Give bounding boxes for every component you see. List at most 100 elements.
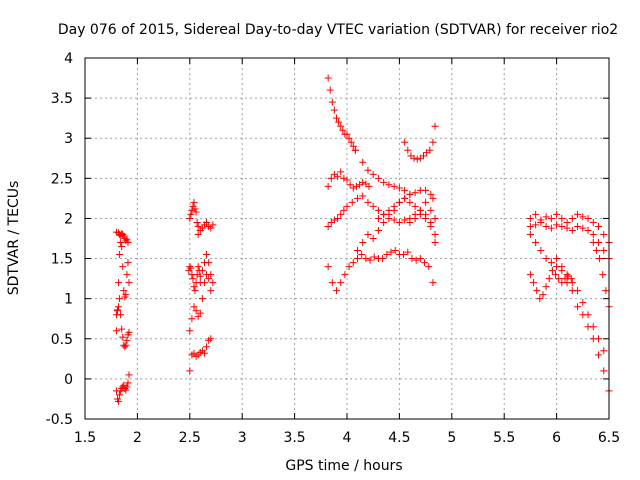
data-point: [589, 230, 597, 238]
data-point: [125, 371, 133, 379]
series-arc-d5: [553, 255, 613, 395]
data-point: [421, 259, 429, 267]
data-point: [339, 126, 347, 134]
data-point: [602, 287, 610, 295]
data-point: [385, 206, 393, 214]
data-point: [592, 247, 600, 255]
data-point: [584, 226, 592, 234]
data-point: [589, 335, 597, 343]
y-tick-label: 0.5: [51, 332, 73, 348]
data-point: [343, 176, 351, 184]
data-point: [328, 279, 336, 287]
data-point: [203, 251, 211, 259]
data-point: [207, 271, 215, 279]
data-point: [533, 287, 541, 295]
data-point: [120, 287, 128, 295]
data-point: [124, 379, 132, 387]
x-tick-label: 1.5: [74, 430, 96, 446]
data-point: [121, 343, 129, 351]
series-arc-c4: [324, 192, 439, 230]
data-point: [186, 367, 194, 375]
data-point: [335, 118, 343, 126]
data-point: [391, 247, 399, 255]
data-point: [359, 158, 367, 166]
data-point: [191, 287, 199, 295]
data-point: [116, 295, 124, 303]
data-point: [333, 114, 341, 122]
data-point: [431, 122, 439, 130]
data-point: [370, 253, 378, 261]
data-point: [337, 168, 345, 176]
data-point: [328, 98, 336, 106]
series-arc-b1: [185, 263, 204, 295]
data-point: [337, 279, 345, 287]
data-point: [116, 251, 124, 259]
data-point: [411, 189, 419, 197]
data-point: [122, 291, 130, 299]
data-point: [379, 255, 387, 263]
data-point: [568, 287, 576, 295]
data-point: [537, 218, 545, 226]
chart-title: Day 076 of 2015, Sidereal Day-to-day VTE…: [58, 22, 618, 38]
data-point: [429, 279, 437, 287]
data-point: [574, 210, 582, 218]
data-point: [115, 279, 123, 287]
data-point: [324, 263, 332, 271]
y-tick-label: 2: [64, 211, 73, 227]
data-point: [526, 214, 534, 222]
data-point: [119, 263, 127, 271]
data-point: [374, 206, 382, 214]
data-point: [401, 186, 409, 194]
data-point: [406, 190, 414, 198]
data-point: [353, 255, 361, 263]
data-point: [532, 239, 540, 247]
series-arc-b2: [186, 198, 202, 230]
x-tick-label: 2: [133, 430, 142, 446]
data-point: [340, 174, 348, 182]
data-point: [186, 214, 194, 222]
data-point: [553, 210, 561, 218]
data-point: [359, 178, 367, 186]
data-point: [526, 230, 534, 238]
series-arc-c3: [324, 168, 373, 192]
series-arc-c7: [374, 194, 439, 238]
y-tick-label: 0: [64, 372, 73, 388]
data-point: [579, 299, 587, 307]
data-point: [537, 247, 545, 255]
data-point: [327, 174, 335, 182]
data-point: [567, 275, 575, 283]
data-point: [600, 230, 608, 238]
y-tick-label: 2.5: [51, 171, 73, 187]
data-point: [192, 208, 200, 216]
data-point: [584, 323, 592, 331]
data-point: [203, 343, 211, 351]
series-arc-a1: [112, 228, 132, 247]
series-arc-b4: [186, 335, 215, 375]
data-point: [536, 295, 544, 303]
data-point: [123, 336, 131, 344]
data-point: [364, 230, 372, 238]
data-point: [186, 327, 194, 335]
data-point: [369, 235, 377, 242]
series-arc-d3: [526, 267, 575, 303]
data-point: [579, 224, 587, 232]
data-point: [390, 182, 398, 190]
data-point: [589, 239, 597, 247]
data-point: [330, 216, 338, 224]
data-point: [401, 194, 409, 202]
data-point: [119, 230, 127, 238]
data-point: [351, 146, 359, 154]
data-point: [369, 202, 377, 210]
data-point: [186, 263, 194, 271]
data-point: [410, 154, 418, 162]
data-point: [408, 255, 416, 263]
data-point: [364, 166, 372, 174]
data-point: [596, 255, 604, 263]
data-point: [117, 311, 125, 319]
data-point: [343, 130, 351, 138]
series-arc-a4: [112, 371, 133, 405]
data-point: [358, 251, 366, 259]
data-point: [345, 263, 353, 271]
data-point: [326, 86, 334, 94]
